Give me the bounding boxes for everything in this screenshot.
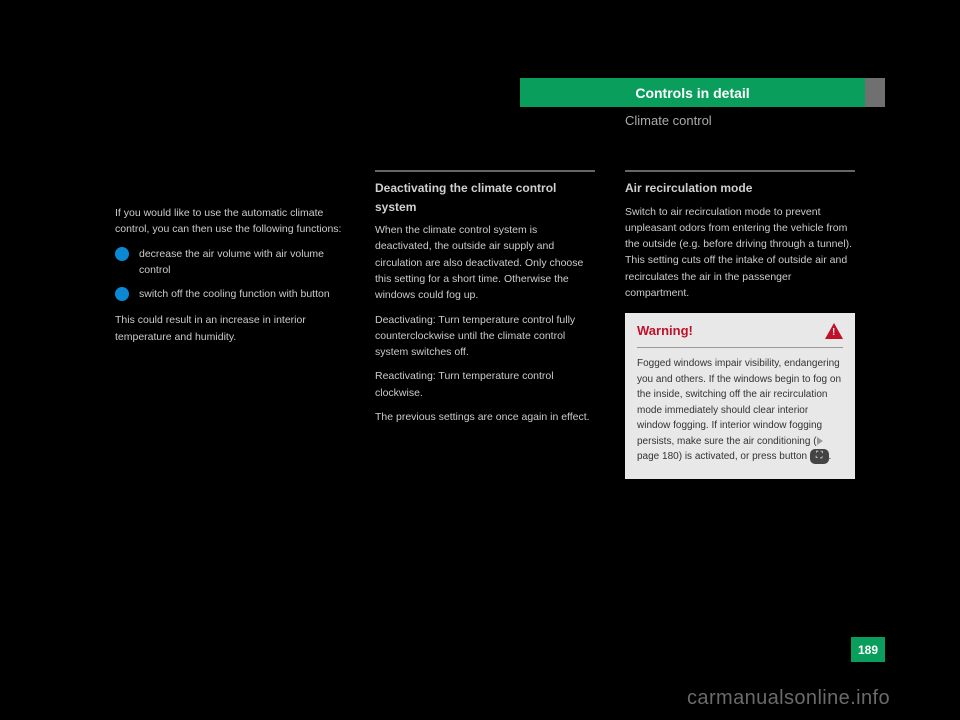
- list-item-text: switch off the cooling function with but…: [139, 286, 330, 302]
- body-text: Switch to air recirculation mode to prev…: [625, 204, 855, 302]
- column-right: Air recirculation mode Switch to air rec…: [625, 165, 855, 479]
- section-title: Controls in detail: [635, 85, 749, 101]
- section-header: Controls in detail: [520, 78, 865, 107]
- column-middle: Deactivating the climate control system …: [375, 165, 595, 433]
- body-text: When the climate control system is deact…: [375, 222, 595, 303]
- manual-page: Controls in detail Climate control If yo…: [0, 0, 960, 720]
- column-left: If you would like to use the automatic c…: [115, 205, 345, 345]
- section-subtitle: Climate control: [625, 113, 712, 128]
- warning-body: Fogged windows impair visibility, endang…: [625, 348, 855, 479]
- column-heading: Deactivating the climate control system: [375, 179, 595, 216]
- list-item-text: decrease the air volume with air volume …: [139, 246, 345, 279]
- bullet-icon: [115, 287, 129, 301]
- warning-icon: [825, 323, 843, 339]
- body-text: Reactivating: Turn temperature control c…: [375, 368, 595, 401]
- warning-text: Fogged windows impair visibility, endang…: [637, 358, 841, 447]
- warning-header: Warning!: [625, 313, 855, 347]
- warning-text: page 180) is activated, or press button: [637, 451, 810, 462]
- watermark: carmanualsonline.info: [687, 687, 890, 710]
- body-text: Deactivating: Turn temperature control f…: [375, 312, 595, 361]
- bullet-icon: [115, 247, 129, 261]
- page-number: 189: [851, 637, 885, 662]
- page-ref-icon: [817, 437, 823, 445]
- column-heading: Air recirculation mode: [625, 179, 855, 198]
- list-item: decrease the air volume with air volume …: [115, 246, 345, 279]
- defrost-button-icon: ⛶: [810, 449, 829, 464]
- warning-box: Warning! Fogged windows impair visibilit…: [625, 313, 855, 479]
- body-text: The previous settings are once again in …: [375, 409, 595, 425]
- body-text: This could result in an increase in inte…: [115, 312, 345, 345]
- warning-title: Warning!: [637, 321, 693, 341]
- list-item: switch off the cooling function with but…: [115, 286, 345, 302]
- body-text: If you would like to use the automatic c…: [115, 205, 345, 238]
- warning-text: .: [829, 451, 832, 462]
